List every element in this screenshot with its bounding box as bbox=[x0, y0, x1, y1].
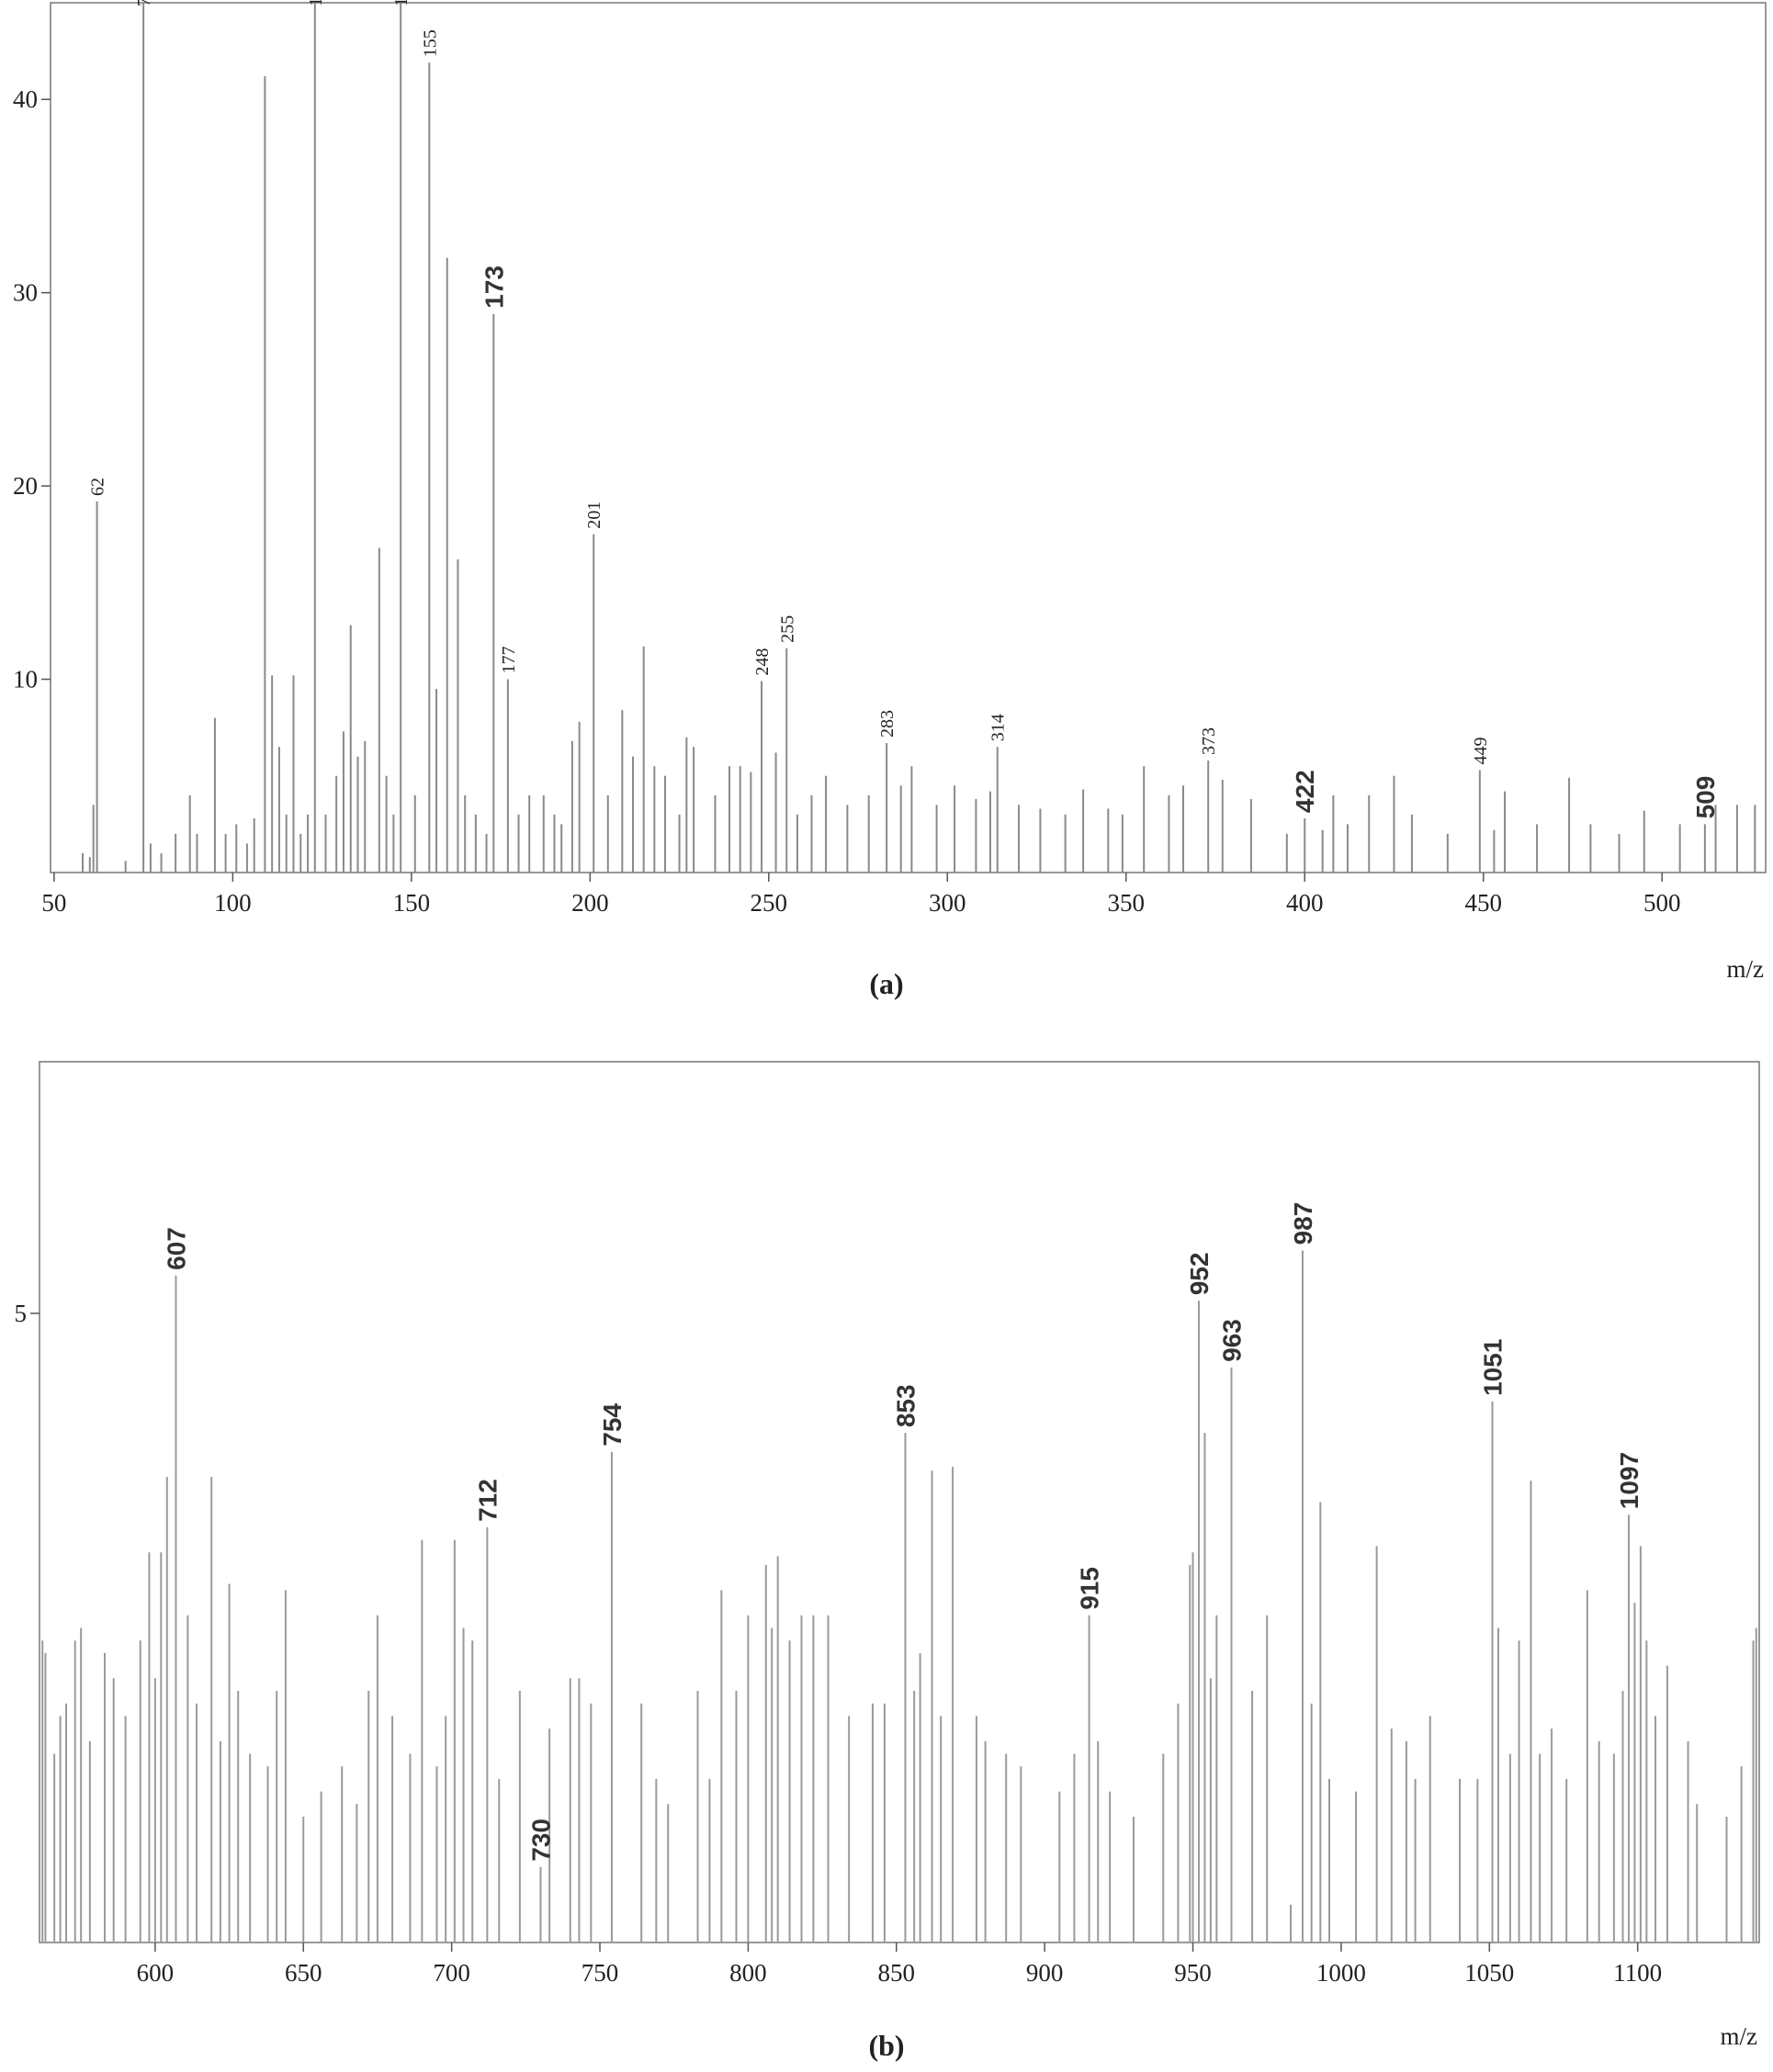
x-tick-label: 400 bbox=[1286, 889, 1324, 917]
peak-label: 853 bbox=[891, 1384, 920, 1427]
peak-label: 963 bbox=[1217, 1319, 1246, 1362]
peak-label: 449 bbox=[1471, 737, 1491, 764]
peak-label: 1097 bbox=[1615, 1452, 1643, 1509]
x-tick-label: 1000 bbox=[1316, 1959, 1366, 1987]
plot-frame bbox=[39, 1061, 1760, 1943]
x-tick-label: 350 bbox=[1108, 889, 1146, 917]
peak-label: 283 bbox=[877, 710, 898, 738]
x-tick-label: 600 bbox=[137, 1959, 175, 1987]
peak-label: 915 bbox=[1076, 1567, 1104, 1610]
x-tick-label: 150 bbox=[393, 889, 431, 917]
peak-label: 314 bbox=[988, 714, 1009, 741]
x-tick-label: 900 bbox=[1026, 1959, 1064, 1987]
x-tick-label: 1050 bbox=[1464, 1959, 1514, 1987]
x-tick-label: 100 bbox=[214, 889, 252, 917]
peak-label: 987 bbox=[1289, 1202, 1317, 1245]
x-tick-label: 1100 bbox=[1613, 1959, 1662, 1987]
peak-label: 952 bbox=[1185, 1253, 1214, 1296]
peak-label: 1051 bbox=[1479, 1339, 1508, 1396]
peak-label: 173 bbox=[480, 265, 508, 309]
y-tick-label: 20 bbox=[13, 472, 38, 500]
peak-label: 712 bbox=[473, 1479, 502, 1522]
y-tick-label: 5 bbox=[15, 1300, 28, 1327]
y-tick-label: 10 bbox=[13, 666, 38, 693]
x-tick-label: 450 bbox=[1464, 889, 1502, 917]
peak-label: 754 bbox=[598, 1403, 627, 1447]
peak-label: 155 bbox=[420, 29, 440, 57]
peak-label: 147 bbox=[391, 0, 412, 6]
x-axis-label: m/z bbox=[1727, 955, 1765, 983]
plot-frame bbox=[50, 2, 1767, 873]
x-tick-label: 500 bbox=[1643, 889, 1681, 917]
peak-label: 123 bbox=[306, 0, 326, 6]
peak-label: 177 bbox=[499, 647, 519, 674]
x-tick-label: 950 bbox=[1174, 1959, 1212, 1987]
peak-label: 255 bbox=[777, 615, 797, 643]
x-tick-label: 650 bbox=[285, 1959, 322, 1987]
spectrum: 600 650 700 750 800 850 900 950 1000 1050 1100 5 607… bbox=[15, 1061, 1760, 2062]
y-tick-label: 30 bbox=[13, 279, 38, 307]
x-tick-label: 50 bbox=[41, 889, 66, 917]
y-tick-label: 40 bbox=[13, 85, 38, 113]
x-tick-label: 750 bbox=[582, 1959, 619, 1987]
caption: (b) bbox=[868, 2029, 904, 2062]
x-tick-label: 700 bbox=[433, 1959, 470, 1987]
peak-label: 373 bbox=[1199, 727, 1219, 755]
peak-label: 62 bbox=[88, 478, 108, 496]
x-tick-label: 850 bbox=[878, 1959, 916, 1987]
peak-label: 730 bbox=[526, 1819, 555, 1862]
x-tick-label: 300 bbox=[929, 889, 966, 917]
x-tick-label: 250 bbox=[751, 889, 788, 917]
peak-label: 75 bbox=[134, 0, 154, 6]
peak-label: 422 bbox=[1291, 770, 1319, 813]
x-tick-label: 800 bbox=[729, 1959, 767, 1987]
x-tick-label: 200 bbox=[571, 889, 609, 917]
spectrum: 50 100 150 200 250 300 350 400 450 500 10 20 30 40 62 7… bbox=[13, 0, 1767, 1000]
peak-label: 509 bbox=[1691, 776, 1720, 819]
caption: (a) bbox=[869, 967, 903, 1000]
peak-label: 201 bbox=[584, 501, 604, 529]
peak-label: 607 bbox=[162, 1227, 190, 1270]
x-axis-label: m/z bbox=[1721, 2022, 1758, 2050]
peak-label: 248 bbox=[752, 648, 773, 676]
